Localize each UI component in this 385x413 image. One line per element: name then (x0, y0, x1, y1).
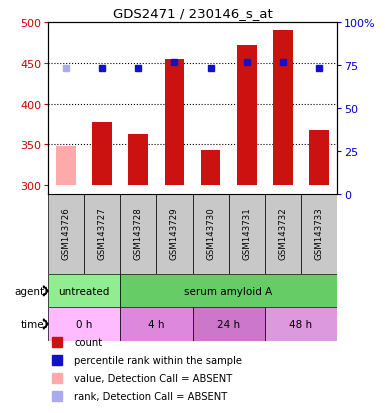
Text: GSM143729: GSM143729 (170, 206, 179, 259)
Text: untreated: untreated (59, 286, 110, 296)
Bar (265, 308, 337, 341)
Bar (56, 147, 76, 186)
Bar (120, 194, 156, 275)
Text: value, Detection Call = ABSENT: value, Detection Call = ABSENT (74, 373, 233, 383)
Text: count: count (74, 337, 102, 347)
Bar (48, 194, 84, 275)
Text: GSM143727: GSM143727 (98, 206, 107, 259)
Text: 48 h: 48 h (289, 319, 312, 329)
Bar (301, 194, 337, 275)
Text: GSM143726: GSM143726 (62, 206, 71, 259)
Bar (84, 194, 120, 275)
Text: GSM143733: GSM143733 (314, 206, 323, 259)
Text: GSM143728: GSM143728 (134, 206, 143, 259)
Bar (237, 45, 256, 186)
Bar (229, 194, 265, 275)
Bar (192, 308, 265, 341)
Bar (48, 308, 120, 341)
Text: rank, Detection Call = ABSENT: rank, Detection Call = ABSENT (74, 392, 228, 401)
Bar (273, 31, 293, 186)
Text: GSM143730: GSM143730 (206, 206, 215, 259)
Bar (156, 194, 192, 275)
Bar (192, 194, 229, 275)
Bar (265, 194, 301, 275)
Bar (309, 131, 329, 186)
Text: 24 h: 24 h (217, 319, 240, 329)
Text: percentile rank within the sample: percentile rank within the sample (74, 355, 242, 365)
Bar (164, 59, 184, 186)
Text: 0 h: 0 h (76, 319, 92, 329)
Bar (201, 151, 221, 186)
Bar (92, 122, 112, 186)
Text: serum amyloid A: serum amyloid A (184, 286, 273, 296)
Bar (120, 275, 337, 308)
Bar (120, 308, 192, 341)
Title: GDS2471 / 230146_s_at: GDS2471 / 230146_s_at (113, 7, 272, 20)
Bar (48, 275, 120, 308)
Text: time: time (21, 319, 44, 329)
Text: GSM143731: GSM143731 (242, 206, 251, 259)
Text: GSM143732: GSM143732 (278, 206, 287, 259)
Text: agent: agent (14, 286, 44, 296)
Bar (129, 135, 148, 186)
Text: 4 h: 4 h (148, 319, 165, 329)
